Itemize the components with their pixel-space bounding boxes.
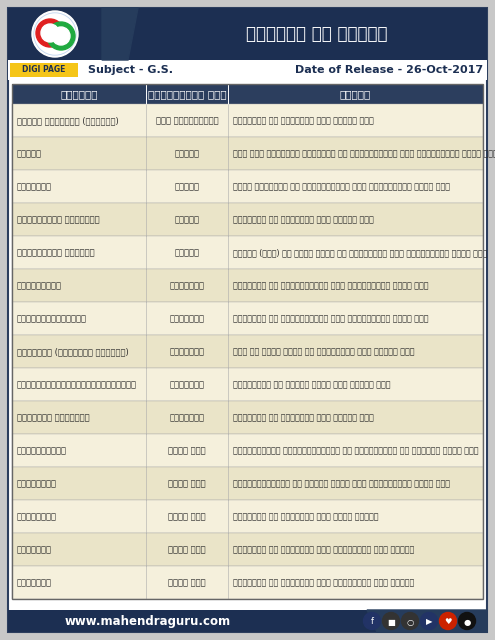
Text: अग्नाशय: अग्नाशय (169, 413, 204, 422)
Text: छोटी आंत: छोटी आंत (168, 446, 206, 455)
Text: f: f (370, 618, 374, 627)
Text: दूध में उपस्थित प्रोटीन को पेप्टाइड्स में परिवर्तित करता है।: दूध में उपस्थित प्रोटीन को पेप्टाइड्स मे… (233, 149, 495, 158)
Circle shape (383, 612, 399, 630)
Text: लारीय एमाइलेज (टायलिन): लारीय एमाइलेज (टायलिन) (17, 116, 119, 125)
Bar (12, 434, 483, 467)
Circle shape (36, 19, 64, 47)
Text: एंजाइम का कार्य: एंजाइम का कार्य (246, 25, 387, 43)
Circle shape (41, 24, 59, 42)
Text: प्रोटीन को पेप्टाइड्स में परिवर्तित करता है।: प्रोटीन को पेप्टाइड्स में परिवर्तित करता… (233, 314, 429, 323)
Text: अग्नाशय एमाइलेस: अग्नाशय एमाइलेस (17, 413, 90, 422)
Bar (12, 368, 483, 401)
Text: स्टापिन (अग्नाशय लाइपेस): स्टापिन (अग्नाशय लाइपेस) (17, 347, 129, 356)
Bar (12, 467, 483, 500)
Bar (10, 63, 78, 77)
Text: ट्रिप्सिन: ट्रिप्सिन (17, 281, 62, 290)
Text: लैक्टोज को ग्लूकोज तथा गलैक्टोस में पाचन।: लैक्टोज को ग्लूकोज तथा गलैक्टोस में पाचन… (233, 578, 414, 587)
Circle shape (32, 11, 78, 57)
Bar (12, 137, 483, 170)
Text: अन्य प्रोटीन को पेप्टाइड्स में परिवर्तित करता है।: अन्य प्रोटीन को पेप्टाइड्स में परिवर्तित… (233, 182, 450, 191)
Circle shape (401, 612, 418, 630)
Text: ■: ■ (387, 618, 395, 627)
Text: कार्य: कार्य (340, 89, 371, 99)
Text: पेप्टाइड को अमीनो अम्ल में बदलता है।: पेप्टाइड को अमीनो अम्ल में बदलता है। (233, 380, 391, 389)
Text: पेप्सिन: पेप्सिन (17, 182, 52, 191)
Text: आमाशय: आमाशय (175, 215, 199, 224)
Text: गैस्ट्रिक एमाइलेज: गैस्ट्रिक एमाइलेज (17, 215, 99, 224)
Text: छोटी आंत: छोटी आंत (168, 479, 206, 488)
Bar (12, 236, 483, 269)
Text: आमाशय: आमाशय (175, 149, 199, 158)
Text: d: d (45, 28, 53, 40)
Circle shape (420, 612, 438, 630)
Text: आमाशय: आमाशय (175, 182, 199, 191)
Text: सुक्रेस: सुक्रेस (17, 545, 52, 554)
Text: एंटरोकिनेस ट्रिप्सिनोजन को ट्रिप्सिन से सक्रिय करता है।: एंटरोकिनेस ट्रिप्सिनोजन को ट्रिप्सिन से … (233, 446, 479, 455)
Text: वसा को फैटी एसिड और ग्लिसरॉल में बदलता है।: वसा को फैटी एसिड और ग्लिसरॉल में बदलता ह… (233, 347, 414, 356)
Bar (12, 401, 483, 434)
Text: मल्टोज़ का ग्लूकोज में पाचन करना।: मल्टोज़ का ग्लूकोज में पाचन करना। (233, 512, 379, 521)
Text: अग्नाशय: अग्नाशय (169, 380, 204, 389)
Text: माल्टेज़: माल्टेज़ (17, 512, 57, 521)
Bar (8, 610, 487, 632)
Circle shape (34, 13, 76, 55)
Text: गैस्ट्रिक लाइपेस: गैस्ट्रिक लाइपेस (17, 248, 95, 257)
Text: सुक्रोज का ग्लूकोस तथा फ्रक्टोज में पाचन।: सुक्रोज का ग्लूकोस तथा फ्रक्टोज में पाचन… (233, 545, 414, 554)
Text: DIGI PAGE: DIGI PAGE (22, 65, 66, 74)
Text: Subject - G.S.: Subject - G.S. (88, 65, 173, 75)
Bar (12, 335, 483, 368)
Text: www.mahendraguru.com: www.mahendraguru.com (65, 614, 231, 627)
Bar (12, 104, 483, 137)
Text: ●: ● (463, 618, 471, 627)
Text: मक्खन (वसा) को फैटी एसिड और ग्लिसरॉल में परिवर्तित करता है।: मक्खन (वसा) को फैटी एसिड और ग्लिसरॉल में… (233, 248, 488, 257)
Text: छोटी आंत: छोटी आंत (168, 545, 206, 554)
Text: ♥: ♥ (444, 618, 452, 627)
Text: छोटी आंत: छोटी आंत (168, 578, 206, 587)
Bar (12, 203, 483, 236)
Text: Date of Release - 26-Oct-2017: Date of Release - 26-Oct-2017 (295, 65, 483, 75)
Text: काइमोट्रिप्सिन: काइमोट्रिप्सिन (17, 314, 87, 323)
Bar (8, 8, 487, 60)
Circle shape (363, 612, 381, 630)
Text: स्त्रावित अंग: स्त्रावित अंग (148, 89, 226, 99)
Text: ▶: ▶ (426, 618, 432, 627)
Text: आमाशय: आमाशय (175, 248, 199, 257)
Circle shape (52, 27, 70, 45)
Text: छोटी आंत: छोटी आंत (168, 512, 206, 521)
Bar (12, 533, 483, 566)
Text: पॉलीपीप्टाइड को अमीनो एसिड में परिवर्तित करता है।: पॉलीपीप्टाइड को अमीनो एसिड में परिवर्तित… (233, 479, 450, 488)
Text: स्टार्च को माल्टोस में बदलता है।: स्टार्च को माल्टोस में बदलता है। (233, 215, 374, 224)
Text: अग्नाशय: अग्नाशय (169, 314, 204, 323)
Text: कार्बोक्सीपॉलिपेप्टाइडेस: कार्बोक्सीपॉलिपेप्टाइडेस (17, 380, 137, 389)
Circle shape (35, 14, 75, 54)
Text: p: p (57, 31, 66, 44)
Bar (8, 60, 487, 80)
Text: एरिप्सिन: एरिप्सिन (17, 479, 57, 488)
Text: प्रोटीन को पेप्टाइड्स में परिवर्तित करता है।: प्रोटीन को पेप्टाइड्स में परिवर्तित करता… (233, 281, 429, 290)
Text: ○: ○ (406, 618, 414, 627)
Circle shape (47, 22, 75, 50)
Polygon shape (367, 610, 487, 632)
Text: स्टार्च को माल्टोस में बदलता है।: स्टार्च को माल्टोस में बदलता है। (233, 116, 374, 125)
Polygon shape (102, 8, 138, 60)
Text: स्टार्च को माल्टोस में बदलता है।: स्टार्च को माल्टोस में बदलता है। (233, 413, 374, 422)
Circle shape (458, 612, 476, 630)
Text: लैक्टेज: लैक्टेज (17, 578, 52, 587)
Bar (12, 170, 483, 203)
Bar (12, 84, 483, 104)
Text: एंजाइम: एंजाइम (60, 89, 98, 99)
Text: एंटरोकिनेस: एंटरोकिनेस (17, 446, 67, 455)
Circle shape (440, 612, 456, 630)
Bar (12, 269, 483, 302)
Bar (12, 84, 483, 599)
Text: लार ग्रंथियां: लार ग्रंथियां (156, 116, 218, 125)
Bar (12, 302, 483, 335)
Bar (12, 500, 483, 533)
Text: अग्नाशय: अग्नाशय (169, 281, 204, 290)
Bar (12, 566, 483, 599)
Text: अग्नाशय: अग्नाशय (169, 347, 204, 356)
Text: रेनिन: रेनिन (17, 149, 42, 158)
